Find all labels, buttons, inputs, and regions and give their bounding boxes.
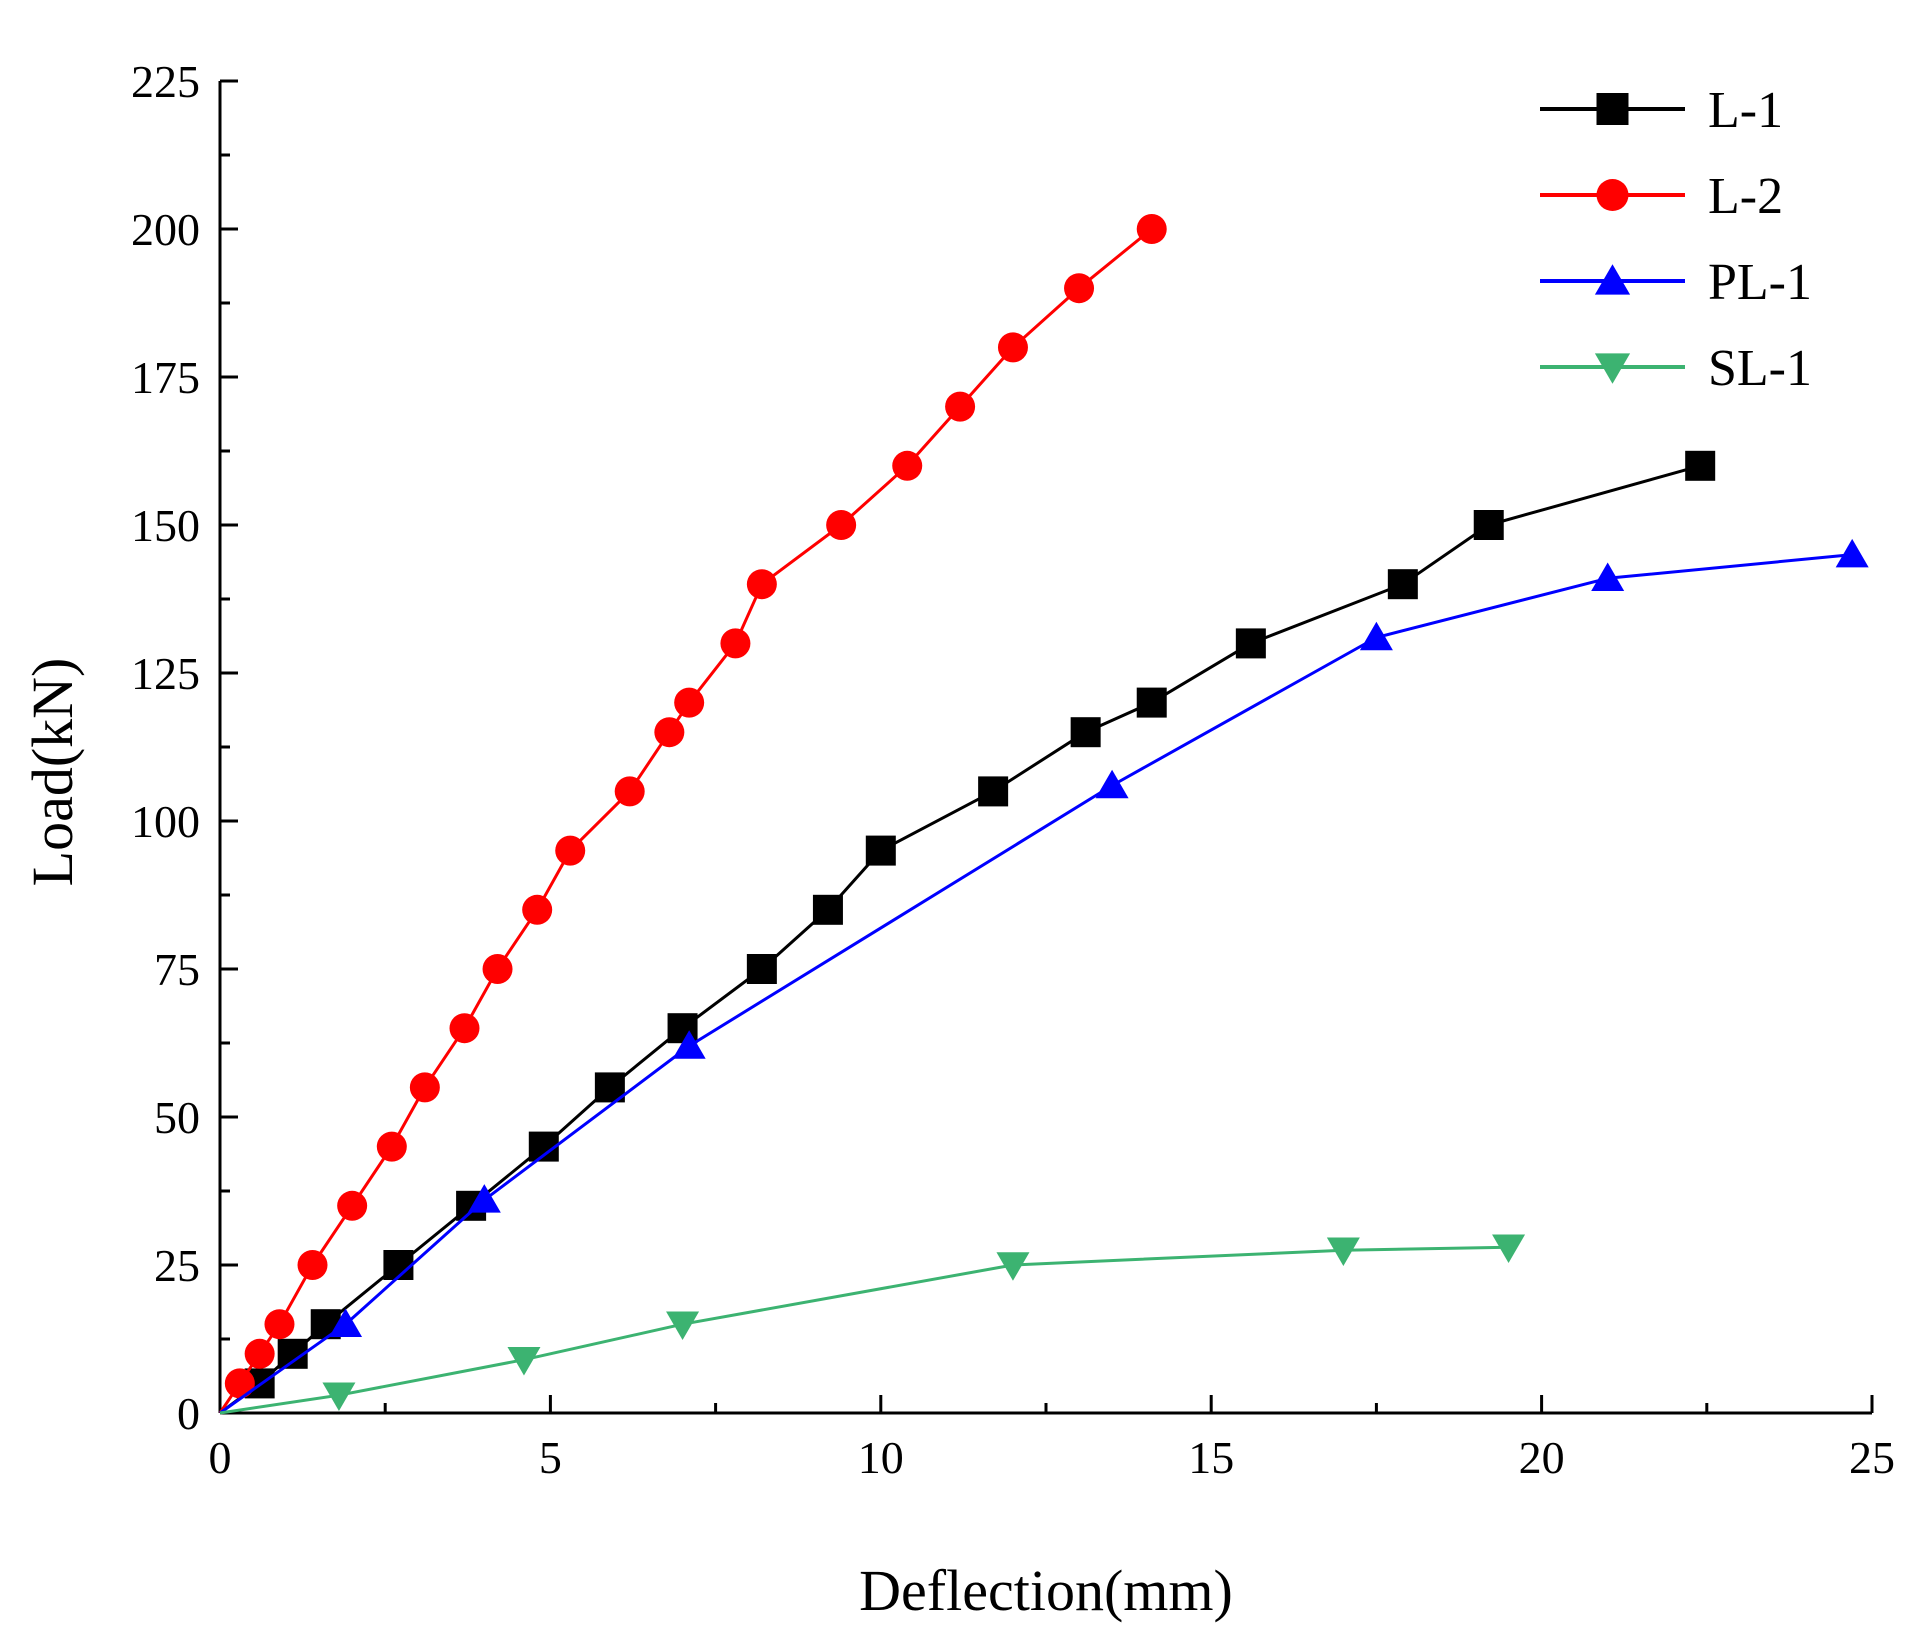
data-point-l-2: [449, 1013, 480, 1044]
data-point-l-1: [865, 835, 896, 866]
data-point-l-2: [522, 894, 553, 925]
series-pl-1: [219, 538, 1869, 1415]
legend-marker-sl-1: [1594, 353, 1631, 384]
x-tick-label: 10: [858, 1432, 904, 1483]
data-point-l-2: [746, 569, 777, 600]
data-point-l-2: [945, 391, 976, 422]
data-point-l-2: [337, 1190, 368, 1221]
data-point-sl-1: [1492, 1234, 1526, 1263]
data-point-l-2: [376, 1131, 407, 1162]
legend-label-pl-1: PL-1: [1708, 254, 1812, 311]
data-point-l-2: [614, 776, 645, 807]
legend-label-sl-1: SL-1: [1708, 340, 1812, 397]
data-point-pl-1: [1359, 621, 1393, 651]
series-sl-1: [219, 1234, 1526, 1415]
data-point-l-1: [1235, 628, 1266, 659]
y-tick-label: 0: [177, 1388, 200, 1439]
y-tick-label: 75: [154, 944, 200, 995]
data-point-l-1: [978, 776, 1009, 807]
y-tick-label: 175: [131, 352, 200, 403]
y-axis-title: Load(kN): [20, 658, 85, 887]
legend-label-l-1: L-1: [1708, 82, 1783, 139]
data-point-pl-1: [1591, 562, 1625, 592]
y-tick-label: 100: [131, 796, 200, 847]
data-point-l-1: [1387, 569, 1418, 600]
series-l-2: [218, 214, 1167, 1414]
data-point-sl-1: [1326, 1237, 1360, 1266]
x-tick-label: 25: [1849, 1432, 1895, 1483]
y-tick-label: 50: [154, 1092, 200, 1143]
series-l-1: [219, 450, 1716, 1415]
legend-marker-l-2: [1596, 179, 1629, 211]
axes: 0 25 50 75 100 125 150 175 200 225 0 5 10 15 20 25: [131, 56, 1895, 1483]
series-line-l-2: [218, 227, 1153, 1414]
x-tick-label: 15: [1188, 1432, 1234, 1483]
data-point-l-2: [674, 687, 705, 718]
series-line-l-1: [219, 464, 1701, 1415]
data-point-l-1: [746, 954, 777, 984]
data-point-l-2: [997, 332, 1028, 363]
data-point-l-1: [812, 894, 843, 925]
data-point-l-2: [482, 954, 513, 984]
data-point-sl-1: [322, 1382, 356, 1411]
data-point-sl-1: [507, 1346, 541, 1376]
series-line-pl-1: [219, 553, 1853, 1415]
data-point-sl-1: [996, 1252, 1030, 1281]
y-tick-label: 150: [131, 500, 200, 551]
y-tick-label: 225: [131, 56, 200, 107]
data-point-l-1: [1473, 510, 1504, 540]
y-tick-label: 125: [131, 648, 200, 699]
data-point-l-2: [244, 1338, 275, 1369]
data-point-l-2: [654, 717, 685, 748]
data-point-l-2: [892, 450, 923, 481]
data-point-l-2: [264, 1309, 295, 1340]
legend-item-sl-1: SL-1: [1540, 340, 1812, 397]
data-point-l-1: [1136, 687, 1167, 718]
legend-marker-pl-1: [1594, 264, 1631, 295]
data-point-l-2: [826, 510, 857, 540]
data-point-l-2: [297, 1250, 328, 1280]
data-point-l-2: [720, 628, 751, 659]
y-tick-label: 200: [131, 204, 200, 255]
y-tick-label: 25: [154, 1240, 200, 1291]
data-point-pl-1: [467, 1184, 501, 1213]
data-point-pl-1: [1095, 769, 1129, 799]
plot-series: [218, 214, 1869, 1415]
data-point-l-2: [1136, 214, 1167, 244]
data-point-pl-1: [329, 1308, 363, 1337]
legend-item-l-1: L-1: [1540, 82, 1783, 139]
data-point-sl-1: [666, 1311, 700, 1340]
legend: L-1 L-2 PL-1 SL-1: [1540, 82, 1812, 397]
data-point-l-2: [224, 1368, 255, 1399]
x-tick-label: 5: [539, 1432, 562, 1483]
legend-marker-l-1: [1596, 93, 1629, 125]
legend-label-l-2: L-2: [1708, 168, 1783, 225]
legend-item-l-2: L-2: [1540, 168, 1783, 225]
data-point-l-2: [555, 835, 586, 866]
data-point-l-2: [1064, 273, 1095, 304]
data-point-pl-1: [1835, 538, 1869, 568]
data-point-l-1: [1685, 450, 1716, 481]
legend-item-pl-1: PL-1: [1540, 254, 1812, 311]
data-point-l-1: [1070, 717, 1101, 748]
data-point-l-2: [409, 1072, 440, 1103]
x-tick-label: 20: [1519, 1432, 1565, 1483]
x-axis-title: Deflection(mm): [859, 1558, 1233, 1623]
x-tick-label: 0: [209, 1432, 232, 1483]
data-point-pl-1: [672, 1030, 706, 1059]
